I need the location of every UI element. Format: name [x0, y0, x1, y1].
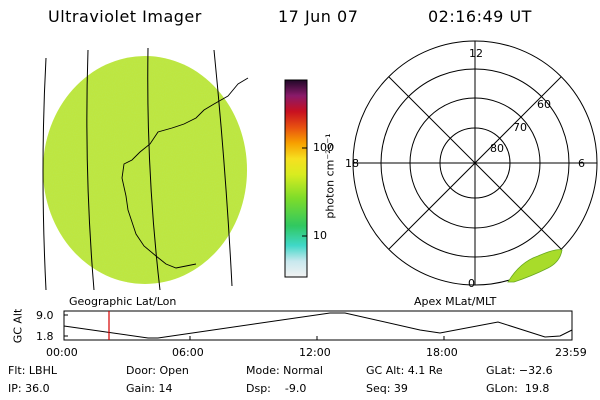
seq-info: Seq: 39	[366, 382, 408, 395]
time-tick-0000: 00:00	[46, 346, 78, 359]
altitude-ytick-1-8: 1.8	[36, 330, 54, 343]
mlat-label-80: 80	[490, 142, 504, 155]
altitude-curve	[63, 312, 573, 339]
ip-info: IP: 36.0	[8, 382, 50, 395]
geographic-caption: Geographic Lat/Lon	[69, 295, 177, 308]
time-tick-0600: 06:00	[172, 346, 204, 359]
door-info: Door: Open	[126, 364, 189, 377]
mlt-label-0: 0	[468, 277, 475, 290]
coastline	[121, 77, 249, 269]
instrument-title: Ultraviolet Imager	[48, 7, 202, 26]
colorbar-tick-10: 10	[313, 229, 327, 242]
mlt-label-18: 18	[345, 157, 359, 170]
meridian-line	[86, 49, 95, 290]
colorbar-tick-100: 100	[313, 141, 334, 154]
meridian-line	[147, 48, 161, 290]
apex-caption: Apex MLat/MLT	[414, 295, 497, 308]
mlt-label-12: 12	[469, 47, 483, 60]
polar-plot	[352, 40, 598, 286]
time-tick-2359: 23:59	[555, 346, 587, 359]
mode-info: Mode: Normal	[246, 364, 323, 377]
time-tick-1200: 12:00	[299, 346, 331, 359]
time-label: 02:16:49 UT	[428, 7, 532, 26]
colorbar	[284, 79, 308, 278]
gain-info: Gain: 14	[126, 382, 173, 395]
glat-info: GLat: −32.6	[486, 364, 553, 377]
altitude-ylabel: GC Alt	[11, 308, 25, 344]
auroral-oval-fragment	[507, 249, 563, 283]
dsp-info: Dsp: -9.0	[246, 382, 307, 395]
date-label: 17 Jun 07	[278, 7, 359, 26]
mlt-label-6: 6	[578, 157, 585, 170]
meridian-line	[42, 57, 47, 290]
mlat-label-70: 70	[513, 121, 527, 134]
gc-alt-info: GC Alt: 4.1 Re	[366, 364, 443, 377]
meridian-line	[213, 49, 233, 287]
glon-info: GLon: 19.8	[486, 382, 550, 395]
altitude-plot	[63, 310, 573, 341]
mlat-label-60: 60	[537, 98, 551, 111]
altitude-ytick-9: 9.0	[36, 309, 54, 322]
filter-info: Flt: LBHL	[8, 364, 57, 377]
time-tick-1800: 18:00	[426, 346, 458, 359]
colorbar-unit-label: photon cm⁻²s⁻¹	[323, 133, 337, 219]
geographic-image-panel	[42, 48, 249, 290]
